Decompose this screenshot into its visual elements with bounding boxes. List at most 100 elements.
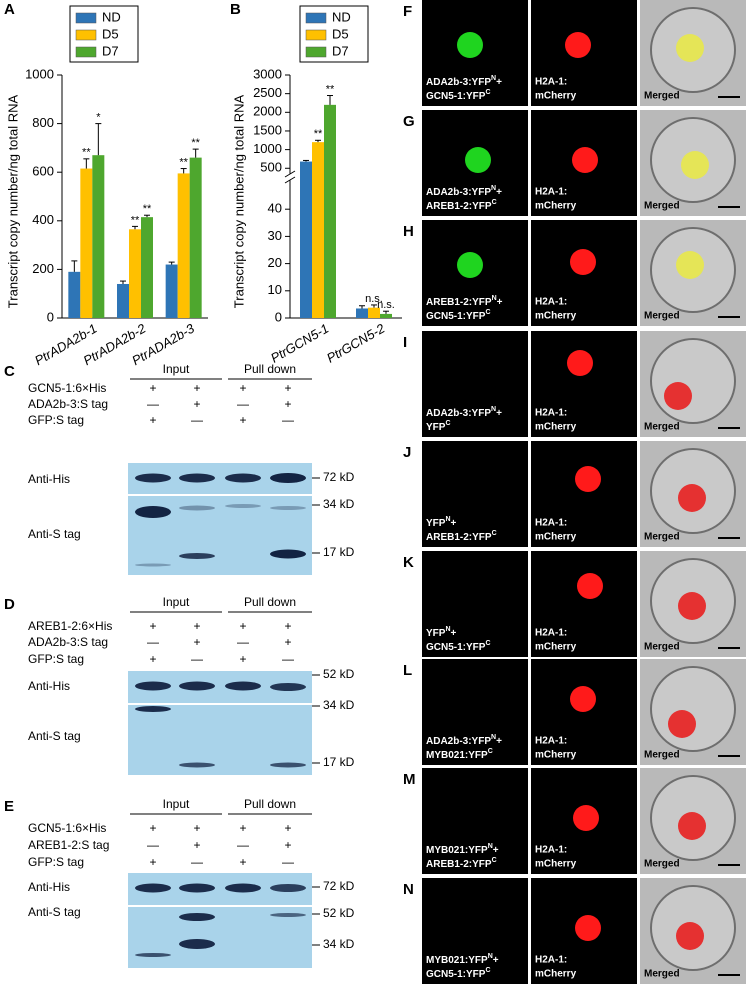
- construct-label: ADA2b-3:YFPN+: [426, 75, 502, 87]
- label-part: +: [451, 628, 457, 639]
- merged-signal: [681, 151, 709, 179]
- panel-letter: E: [4, 798, 14, 815]
- construct-label: AREB1-2:YFPC: [426, 857, 497, 869]
- label-part: YFP: [426, 628, 446, 639]
- panel-letter: A: [4, 1, 15, 18]
- panel-letter: F: [403, 3, 412, 20]
- label-part: ADA2b-3:YFP: [426, 77, 491, 88]
- error-bar: [315, 139, 321, 143]
- band: [270, 913, 306, 917]
- merged-signal: [664, 382, 692, 410]
- fluorescence-yfp: [422, 878, 528, 984]
- superscript: C: [492, 530, 497, 537]
- x-tick-label: PtrGCN5-2: [324, 320, 388, 366]
- superscript: C: [485, 640, 490, 647]
- yfp-signal: [457, 252, 483, 278]
- label-part: +: [493, 845, 499, 856]
- legend-swatch: [75, 29, 97, 41]
- bar: [324, 104, 336, 318]
- bar: [380, 313, 392, 318]
- mcherry-signal: [572, 147, 598, 173]
- mcherry-label: mCherry: [535, 532, 577, 543]
- sign: +: [239, 652, 246, 666]
- bar: [92, 155, 105, 318]
- significance: **: [179, 156, 188, 168]
- marker-label: 52 kD: [323, 906, 355, 920]
- band: [270, 506, 306, 510]
- bar: [165, 264, 178, 318]
- legend-label: D7: [102, 43, 119, 58]
- sign: +: [284, 381, 291, 395]
- axis-break: [284, 176, 296, 184]
- blot: [128, 907, 312, 968]
- legend-swatch: [305, 12, 327, 24]
- antibody-label: Anti-S tag: [28, 729, 81, 743]
- construct-label: ADA2b-3:YFPN+: [426, 734, 502, 746]
- legend-label: ND: [102, 9, 121, 24]
- sign: +: [239, 855, 246, 869]
- legend-swatch: [305, 46, 327, 58]
- superscript: C: [492, 857, 497, 864]
- antibody-label: Anti-His: [28, 472, 70, 486]
- mcherry-label: mCherry: [535, 642, 577, 653]
- band: [179, 762, 215, 768]
- y-tick-label: 40: [268, 201, 282, 216]
- fluorescence-mcherry: [531, 659, 637, 765]
- sign: —: [237, 635, 249, 649]
- sign: +: [284, 397, 291, 411]
- label-part: GCN5-1:YFP: [426, 311, 486, 322]
- panel-letter: H: [403, 223, 414, 240]
- row-label: AREB1-2:6×His: [28, 619, 112, 633]
- superscript: N: [488, 843, 493, 850]
- label-part: ADA2b-3:YFP: [426, 736, 491, 747]
- merged-signal: [678, 812, 706, 840]
- row-label: ADA2b-3:S tag: [28, 635, 108, 649]
- error-bar: [168, 261, 175, 265]
- construct-label: GCN5-1:YFPC: [426, 309, 491, 321]
- band: [179, 553, 215, 559]
- band: [179, 883, 215, 893]
- y-tick-label: 2500: [253, 85, 282, 100]
- construct-label: GCN5-1:YFPC: [426, 89, 491, 101]
- yfp-signal: [457, 32, 483, 58]
- significance: **: [314, 128, 323, 140]
- superscript: N: [488, 953, 493, 960]
- y-tick-label: 20: [268, 255, 282, 270]
- panel-letter: B: [230, 1, 241, 18]
- sign: +: [193, 635, 200, 649]
- superscript: N: [491, 75, 496, 82]
- error-bar: [192, 148, 199, 158]
- bar: [117, 283, 129, 318]
- sign: —: [147, 635, 159, 649]
- group-label: Pull down: [244, 362, 296, 376]
- marker-label: 72 kD: [323, 470, 355, 484]
- cell-outline: [650, 666, 736, 752]
- merged-label: Merged: [644, 532, 680, 543]
- group-label: Pull down: [244, 797, 296, 811]
- error-bar: [83, 158, 90, 169]
- label-part: ADA2b-3:YFP: [426, 408, 491, 419]
- bar: [177, 173, 190, 318]
- label-part: MYB021:YFP: [426, 955, 488, 966]
- superscript: C: [485, 309, 490, 316]
- band: [135, 563, 171, 567]
- label-part: +: [493, 955, 499, 966]
- y-tick-label: 10: [268, 282, 282, 297]
- superscript: C: [485, 967, 490, 974]
- fluorescence-yfp: [422, 441, 528, 547]
- antibody-label: Anti-S tag: [28, 905, 81, 919]
- bar: [312, 142, 324, 318]
- row-label: GFP:S tag: [28, 855, 84, 869]
- y-tick-label: 3000: [253, 66, 282, 81]
- merged-label: Merged: [644, 642, 680, 653]
- band: [179, 505, 215, 511]
- group-label: Input: [163, 595, 190, 609]
- row-label: GCN5-1:6×His: [28, 381, 106, 395]
- error-bar: [359, 305, 365, 309]
- construct-label: AREB1-2:YFPC: [426, 199, 497, 211]
- fluorescence-yfp: [422, 768, 528, 874]
- axis-break: [284, 170, 296, 178]
- bar: [141, 217, 153, 318]
- marker-label: 72 kD: [323, 879, 355, 893]
- band: [135, 506, 171, 518]
